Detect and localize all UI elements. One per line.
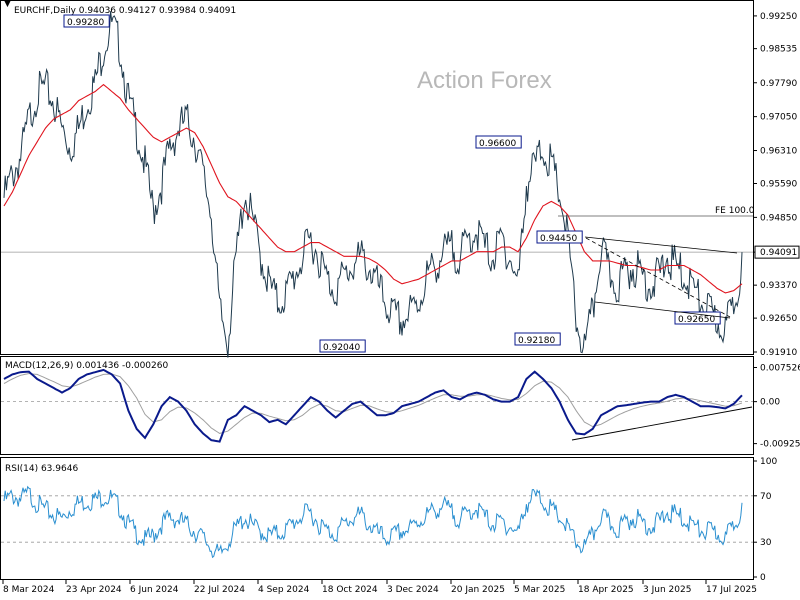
label-high-96600-box (475, 135, 522, 149)
label-high-96600: 0.96600 (479, 139, 516, 149)
rsi-header: RSI(14) 63.9646 (5, 464, 78, 474)
x-tick-label: 23 Apr 2024 (66, 585, 122, 595)
x-tick-label: 5 Mar 2025 (514, 585, 565, 595)
rsi-tick-label: 30 (760, 538, 772, 548)
macd-tick-label: -0.009252 (760, 440, 800, 450)
rsi-line (3, 485, 743, 559)
price-tick-label: 0.93370 (760, 281, 797, 291)
price-tick-label: 0.94850 (760, 213, 797, 223)
macd-header: MACD(12,26,9) 0.001436 -0.000260 (5, 361, 168, 371)
rsi-panel-frame (0, 457, 754, 580)
rsi-tick-label: 70 (760, 492, 772, 502)
x-tick-label: 4 Sep 2024 (258, 585, 310, 595)
x-tick-label: 6 Jun 2024 (130, 585, 179, 595)
x-tick-label: 3 Jun 2025 (643, 585, 691, 595)
x-tick-label: 18 Oct 2024 (322, 585, 378, 595)
x-tick-label: 3 Dec 2024 (387, 585, 439, 595)
label-low-92180-box (514, 332, 561, 346)
projection-dashed-line (585, 237, 731, 318)
channel-upper-line (584, 236, 738, 254)
label-low-92650-box (674, 311, 721, 325)
price-tick-label: 0.95590 (760, 179, 797, 189)
x-tick-label: 8 Mar 2024 (3, 585, 55, 595)
price-tick-label: 0.94091 (760, 248, 797, 258)
x-tick-label: 18 Apr 2025 (578, 585, 634, 595)
price-series-line (3, 11, 743, 358)
price-panel-frame (0, 0, 754, 355)
price-tick-label: 0.97790 (760, 79, 797, 89)
macd-trend-line (571, 406, 753, 441)
symbol-header: EURCHF,Daily 0.94036 0.94127 0.93984 0.9… (14, 6, 236, 16)
price-tick-label: 0.99250 (760, 12, 797, 22)
x-tick-label: 17 Jul 2025 (706, 585, 757, 595)
x-tick-label: 20 Jan 2025 (451, 585, 505, 595)
x-tick-label: 22 Jul 2024 (194, 585, 245, 595)
watermark: Action Forex (417, 67, 552, 94)
channel-lower-line (594, 301, 731, 319)
label-high-99280: 0.99280 (67, 18, 104, 28)
collapse-arrow-icon[interactable]: ▼ (4, 0, 11, 9)
macd-tick-label: 0.007526 (760, 364, 800, 374)
current-price-box (754, 245, 800, 259)
price-tick-label: 0.97050 (760, 113, 797, 123)
macd-panel-frame (0, 356, 754, 455)
price-tick-label: 0.96310 (760, 147, 797, 157)
price-tick-label: 0.98535 (760, 45, 797, 55)
label-44450-box (536, 230, 583, 244)
label-low-92180: 0.92180 (518, 336, 555, 346)
label-low-92040: 0.92040 (323, 343, 360, 353)
moving-average-line (3, 83, 743, 294)
label-low-92650: 0.92650 (678, 315, 715, 325)
macd-line (3, 368, 743, 443)
rsi-tick-label: 0 (760, 573, 766, 583)
price-tick-label: 0.91910 (760, 348, 797, 358)
macd-signal-line (3, 372, 743, 434)
label-low-92040-box (319, 339, 366, 353)
label-44450: 0.94450 (540, 234, 577, 244)
rsi-tick-label: 100 (760, 457, 777, 467)
macd-tick-label: 0.00 (760, 398, 780, 408)
price-tick-label: 0.92650 (760, 314, 797, 324)
fe-level-label: FE 100.0 (715, 206, 755, 216)
label-high-99280-box (63, 14, 110, 28)
